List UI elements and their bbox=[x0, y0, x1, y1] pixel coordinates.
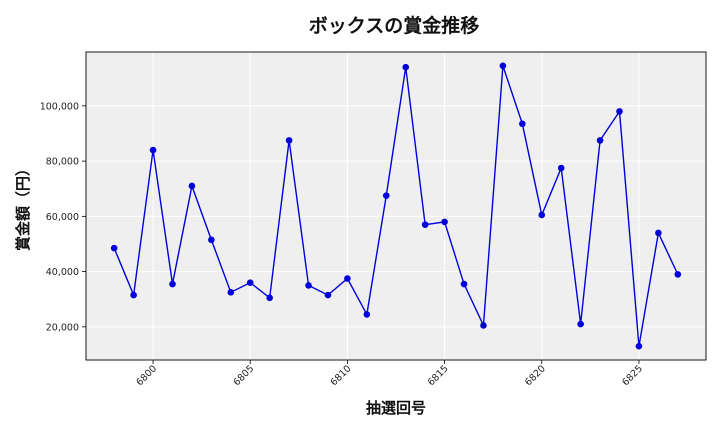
data-point bbox=[130, 291, 137, 299]
data-point bbox=[499, 62, 507, 70]
chart-title: ボックスの賞金推移 bbox=[309, 14, 479, 37]
data-point bbox=[110, 244, 118, 252]
data-point bbox=[674, 271, 682, 278]
plot-frame bbox=[85, 51, 707, 361]
data-point bbox=[246, 279, 254, 286]
x-tick-label: 6815 bbox=[426, 363, 451, 388]
data-point bbox=[402, 63, 410, 71]
data-point bbox=[363, 311, 371, 318]
data-point bbox=[577, 320, 584, 328]
series-group bbox=[110, 62, 682, 350]
grid bbox=[86, 52, 706, 360]
y-tick-label: 20,000 bbox=[46, 322, 79, 333]
x-tick-label: 6810 bbox=[329, 363, 354, 388]
x-tick-label: 6805 bbox=[231, 363, 256, 388]
data-point bbox=[227, 289, 235, 296]
x-tick-label: 6820 bbox=[523, 363, 548, 388]
y-tick-label: 100,000 bbox=[40, 101, 79, 112]
data-point bbox=[557, 164, 565, 172]
series-line bbox=[113, 65, 679, 347]
x-tick-label: 6800 bbox=[134, 363, 159, 388]
y-tick-label: 80,000 bbox=[46, 157, 79, 168]
plot-area bbox=[86, 52, 706, 360]
x-axis-label: 抽選回号 bbox=[366, 399, 426, 417]
data-point bbox=[655, 229, 662, 237]
data-point bbox=[519, 120, 526, 128]
data-point bbox=[285, 137, 293, 144]
data-point bbox=[460, 280, 468, 288]
data-point bbox=[596, 137, 604, 144]
data-point bbox=[344, 275, 351, 282]
data-point bbox=[324, 291, 332, 299]
data-point bbox=[538, 211, 546, 219]
data-point bbox=[441, 218, 448, 226]
data-point bbox=[149, 146, 157, 154]
y-tick-label: 40,000 bbox=[46, 267, 79, 278]
data-point bbox=[616, 108, 623, 115]
data-point bbox=[480, 322, 487, 329]
y-tick-label: 60,000 bbox=[46, 212, 79, 223]
y-axis-label: 賞金額（円） bbox=[14, 161, 32, 251]
data-point bbox=[421, 221, 429, 228]
data-point bbox=[266, 294, 273, 302]
data-point bbox=[635, 342, 643, 350]
data-point bbox=[188, 182, 196, 190]
data-point bbox=[169, 280, 176, 288]
data-point bbox=[305, 282, 312, 289]
data-point bbox=[382, 192, 390, 199]
x-tick-label: 6825 bbox=[620, 363, 645, 388]
data-point bbox=[208, 236, 215, 244]
